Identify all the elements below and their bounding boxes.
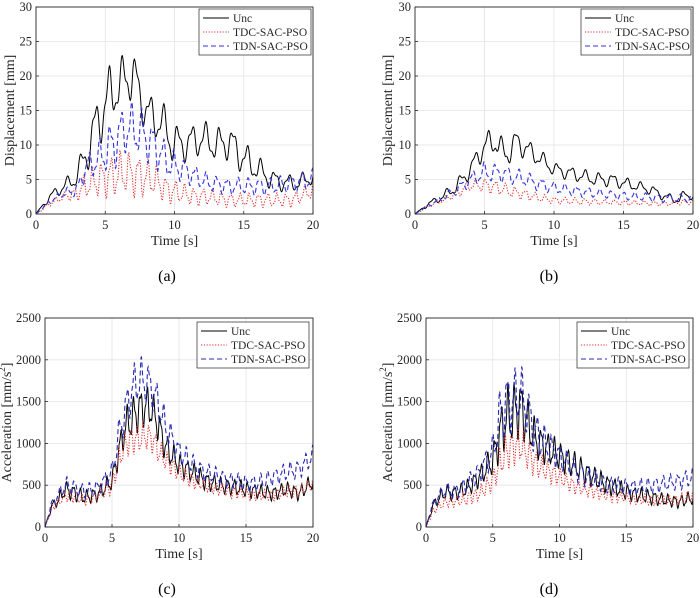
panel-d: 0 5 10 15 20 0 500 1000 1500 2000 2500 Time [s] Ac… — [378, 311, 699, 598]
series-line-tdc-sac-pso — [45, 420, 313, 527]
legend-label: TDN-SAC-PSO — [233, 41, 308, 53]
x-tick-label: 15 — [240, 531, 253, 545]
series-line-tdn-sac-pso — [45, 355, 313, 527]
series-line-tdn-sac-pso — [426, 365, 693, 527]
legend-label: Unc — [231, 326, 250, 338]
y-tick-label: 0 — [405, 207, 411, 221]
y-tick-label: 0 — [416, 520, 422, 534]
panel-c: 0 5 10 15 20 0 500 1000 1500 2000 2500 Time [s] Ac… — [0, 311, 319, 598]
legend-label: TDC-SAC-PSO — [611, 340, 685, 352]
y-axis-label: Acceleration [mm/s2] — [378, 363, 396, 483]
x-tick-label: 20 — [687, 531, 700, 545]
panel-caption: (c) — [158, 581, 176, 598]
panel-caption: (a) — [158, 268, 176, 285]
y-axis-label: Acceleration [mm/s2] — [0, 363, 15, 483]
y-tick-label: 25 — [399, 35, 412, 49]
legend-label: TDN-SAC-PSO — [611, 354, 686, 366]
series-line-unc — [415, 129, 693, 214]
y-tick-label: 30 — [20, 0, 33, 14]
x-tick-label: 10 — [168, 218, 181, 232]
y-tick-label: 1000 — [16, 436, 41, 450]
legend-label: TDN-SAC-PSO — [615, 41, 690, 53]
y-tick-label: 0 — [26, 207, 32, 221]
legend-label: Unc — [233, 13, 252, 25]
y-tick-label: 0 — [35, 520, 41, 534]
y-tick-label: 15 — [399, 104, 412, 118]
y-tick-label: 2500 — [16, 311, 41, 325]
series-line-unc — [45, 385, 313, 527]
series-line-tdc-sac-pso — [415, 177, 693, 214]
x-tick-label: 0 — [33, 218, 39, 232]
x-tick-label: 5 — [490, 531, 496, 545]
legend-label: TDC-SAC-PSO — [231, 340, 305, 352]
y-tick-label: 10 — [399, 138, 412, 152]
x-tick-label: 10 — [553, 531, 566, 545]
legend-label: TDN-SAC-PSO — [231, 354, 306, 366]
x-tick-label: 15 — [617, 218, 630, 232]
x-tick-label: 0 — [412, 218, 418, 232]
y-tick-label: 15 — [20, 104, 33, 118]
y-tick-label: 5 — [26, 173, 32, 187]
legend-label: TDC-SAC-PSO — [233, 27, 307, 39]
x-axis-label: Time [s] — [530, 234, 577, 249]
x-axis-label: Time [s] — [151, 234, 198, 249]
x-tick-label: 15 — [238, 218, 251, 232]
y-tick-label: 30 — [399, 0, 412, 14]
y-tick-label: 2000 — [397, 353, 422, 367]
y-tick-label: 1500 — [16, 395, 41, 409]
x-tick-label: 0 — [423, 531, 429, 545]
y-tick-label: 20 — [20, 69, 33, 83]
y-tick-label: 20 — [399, 69, 412, 83]
x-axis-label: Time [s] — [155, 547, 202, 562]
x-tick-label: 5 — [481, 218, 487, 232]
legend-label: Unc — [611, 326, 630, 338]
x-tick-label: 10 — [548, 218, 561, 232]
y-tick-label: 1500 — [397, 395, 422, 409]
x-tick-label: 20 — [307, 531, 320, 545]
y-axis-label: Displacement [mm] — [3, 55, 18, 167]
panel-caption: (b) — [540, 268, 559, 285]
series-line-tdn-sac-pso — [415, 160, 693, 214]
legend-label: TDC-SAC-PSO — [615, 27, 689, 39]
series-line-unc — [426, 381, 693, 527]
x-tick-label: 10 — [173, 531, 186, 545]
y-tick-label: 10 — [20, 138, 33, 152]
y-tick-label: 5 — [405, 173, 411, 187]
panel-b: 0 5 10 15 20 0 5 10 15 20 25 30 Time [s] Displaceme… — [381, 0, 699, 285]
series-line-unc — [36, 54, 313, 214]
x-axis-label: Time [s] — [536, 547, 583, 562]
x-tick-label: 20 — [687, 218, 700, 232]
series-line-tdc-sac-pso — [426, 425, 693, 527]
series-line-tdc-sac-pso — [36, 149, 313, 214]
y-axis-label: Displacement [mm] — [381, 55, 396, 167]
series-line-tdn-sac-pso — [36, 101, 313, 214]
legend-label: Unc — [615, 13, 634, 25]
x-tick-label: 5 — [109, 531, 115, 545]
y-tick-label: 500 — [22, 478, 41, 492]
y-tick-label: 1000 — [397, 436, 422, 450]
panel-caption: (d) — [540, 581, 559, 598]
x-tick-label: 20 — [307, 218, 320, 232]
y-tick-label: 2000 — [16, 353, 41, 367]
x-tick-label: 5 — [102, 218, 108, 232]
y-tick-label: 500 — [403, 478, 422, 492]
x-tick-label: 15 — [620, 531, 633, 545]
y-tick-label: 2500 — [397, 311, 422, 325]
panel-a: 0 5 10 15 20 0 5 10 15 20 25 30 Time [s] Displaceme… — [3, 0, 319, 285]
y-tick-label: 25 — [20, 35, 33, 49]
x-tick-label: 0 — [42, 531, 48, 545]
